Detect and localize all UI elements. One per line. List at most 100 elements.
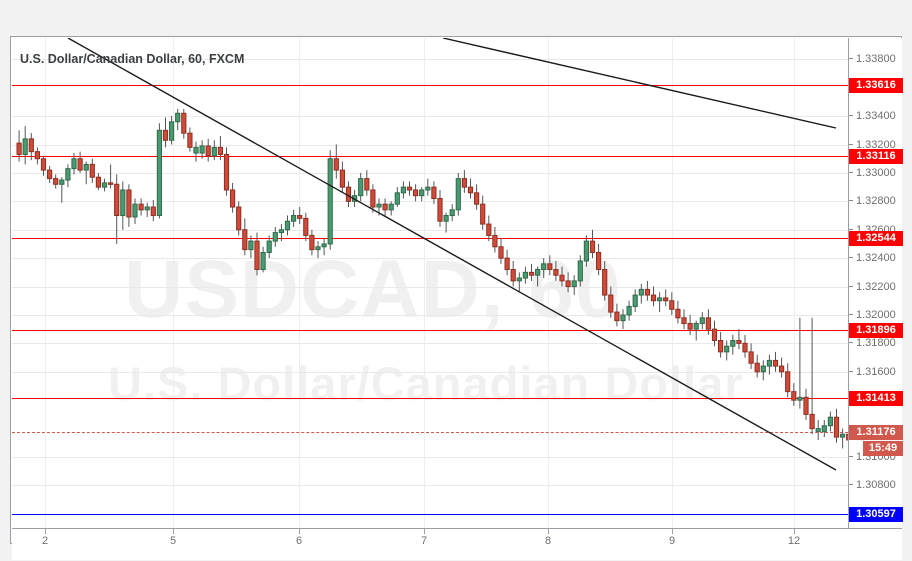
candle-body bbox=[833, 416, 840, 438]
price-tick-label: 1.32000 bbox=[856, 308, 896, 321]
candle-body bbox=[638, 288, 644, 296]
candle-body bbox=[431, 186, 437, 199]
candle-body bbox=[65, 168, 71, 181]
candle-body bbox=[693, 322, 699, 330]
candle-body bbox=[718, 340, 724, 353]
candle-body bbox=[413, 189, 419, 197]
price-level-line[interactable] bbox=[12, 398, 848, 400]
candle-body bbox=[620, 314, 626, 322]
time-tick bbox=[173, 529, 174, 534]
candle-body bbox=[583, 240, 589, 262]
tick-mark bbox=[849, 257, 853, 259]
candle-body bbox=[59, 179, 65, 185]
candle-body bbox=[498, 246, 504, 259]
candle-body bbox=[120, 189, 126, 217]
price-tick-label: 1.32400 bbox=[856, 252, 896, 265]
candle-body bbox=[303, 217, 309, 236]
candle-body bbox=[327, 158, 333, 245]
candle-body bbox=[791, 391, 797, 401]
candle-body bbox=[711, 328, 718, 342]
candle-body bbox=[71, 158, 77, 170]
tick-mark bbox=[849, 370, 853, 372]
price-level-line[interactable] bbox=[12, 85, 848, 87]
candle-body bbox=[425, 186, 431, 191]
candle-body bbox=[528, 271, 535, 276]
candle-body bbox=[535, 269, 541, 276]
tick-mark bbox=[849, 200, 853, 202]
candle-body bbox=[199, 145, 205, 154]
candle-body bbox=[474, 192, 480, 205]
candle-body bbox=[419, 189, 425, 197]
candle-body bbox=[223, 153, 230, 191]
price-level-label[interactable]: 1.30597 bbox=[849, 507, 903, 523]
candle-body bbox=[370, 189, 376, 208]
candle-body bbox=[596, 251, 602, 271]
price-tick-label: 1.31600 bbox=[856, 365, 896, 378]
candle-body bbox=[455, 178, 461, 211]
chart-plot-area[interactable]: USDCAD, 60 U.S. Dollar/Canadian Dollar bbox=[12, 38, 848, 528]
price-tick-label: 1.32200 bbox=[856, 280, 896, 293]
price-level-label[interactable]: 1.33116 bbox=[849, 149, 903, 165]
upper-descending-trendline[interactable] bbox=[442, 38, 837, 129]
candle-body bbox=[797, 396, 803, 401]
candle-body bbox=[315, 246, 321, 251]
candle-body bbox=[602, 269, 608, 296]
price-level-line[interactable] bbox=[12, 237, 848, 239]
candle-body bbox=[309, 234, 315, 251]
time-tick bbox=[794, 529, 795, 534]
candle-body bbox=[608, 294, 614, 313]
gridline-horizontal bbox=[12, 314, 848, 316]
tick-mark bbox=[849, 342, 853, 344]
bar-countdown-label: 15:49 bbox=[863, 440, 903, 456]
candle-body bbox=[16, 142, 22, 155]
candle-body bbox=[394, 192, 400, 205]
candle-body bbox=[724, 345, 730, 353]
price-axis[interactable]: 1.338001.334001.332001.330001.328001.326… bbox=[848, 38, 903, 528]
candle-body bbox=[486, 223, 492, 236]
candle-body bbox=[821, 425, 827, 432]
candle-body bbox=[632, 294, 638, 307]
price-level-label[interactable]: 1.31896 bbox=[849, 322, 903, 338]
candle-body bbox=[559, 274, 565, 282]
candle-body bbox=[284, 220, 291, 231]
candle-body bbox=[34, 151, 40, 160]
price-tick-label: 1.33000 bbox=[856, 166, 896, 179]
time-axis[interactable]: 2 5 6 7 8 9 12 bbox=[12, 528, 902, 560]
candle-body bbox=[742, 342, 748, 353]
time-tick bbox=[672, 529, 673, 534]
candle-body bbox=[162, 129, 169, 141]
tick-mark bbox=[849, 285, 853, 287]
candle-body bbox=[40, 158, 47, 171]
price-level-label[interactable]: 1.31176 bbox=[849, 424, 903, 440]
price-level-label[interactable]: 1.32544 bbox=[849, 230, 903, 246]
main-descending-trendline[interactable] bbox=[67, 38, 837, 471]
price-level-label[interactable]: 1.31413 bbox=[849, 391, 903, 407]
candle-body bbox=[364, 178, 370, 191]
candle-body bbox=[358, 178, 364, 197]
candle-body bbox=[681, 317, 687, 324]
candle-body bbox=[827, 416, 833, 427]
candle-body bbox=[28, 138, 34, 153]
candle-body bbox=[193, 146, 199, 154]
gridline-horizontal bbox=[12, 172, 848, 174]
candle-body bbox=[101, 182, 108, 188]
candle-body bbox=[150, 206, 156, 217]
price-level-label[interactable]: 1.33616 bbox=[849, 78, 903, 94]
price-level-line[interactable] bbox=[12, 329, 848, 331]
candle-body bbox=[217, 146, 224, 155]
tick-mark bbox=[849, 58, 853, 60]
candle-body bbox=[230, 189, 236, 208]
price-tick-label: 1.33800 bbox=[856, 53, 896, 66]
candle-body bbox=[809, 413, 815, 430]
gridline-horizontal bbox=[12, 144, 848, 146]
candle-body bbox=[126, 189, 132, 218]
time-tick-label: 8 bbox=[544, 535, 552, 547]
price-level-line[interactable] bbox=[12, 514, 848, 516]
candle-body bbox=[785, 371, 791, 393]
price-level-line[interactable] bbox=[12, 431, 848, 433]
candle-body bbox=[382, 203, 388, 211]
price-level-line[interactable] bbox=[12, 156, 848, 158]
gridline-horizontal bbox=[12, 258, 848, 260]
gridline-horizontal bbox=[12, 456, 848, 458]
